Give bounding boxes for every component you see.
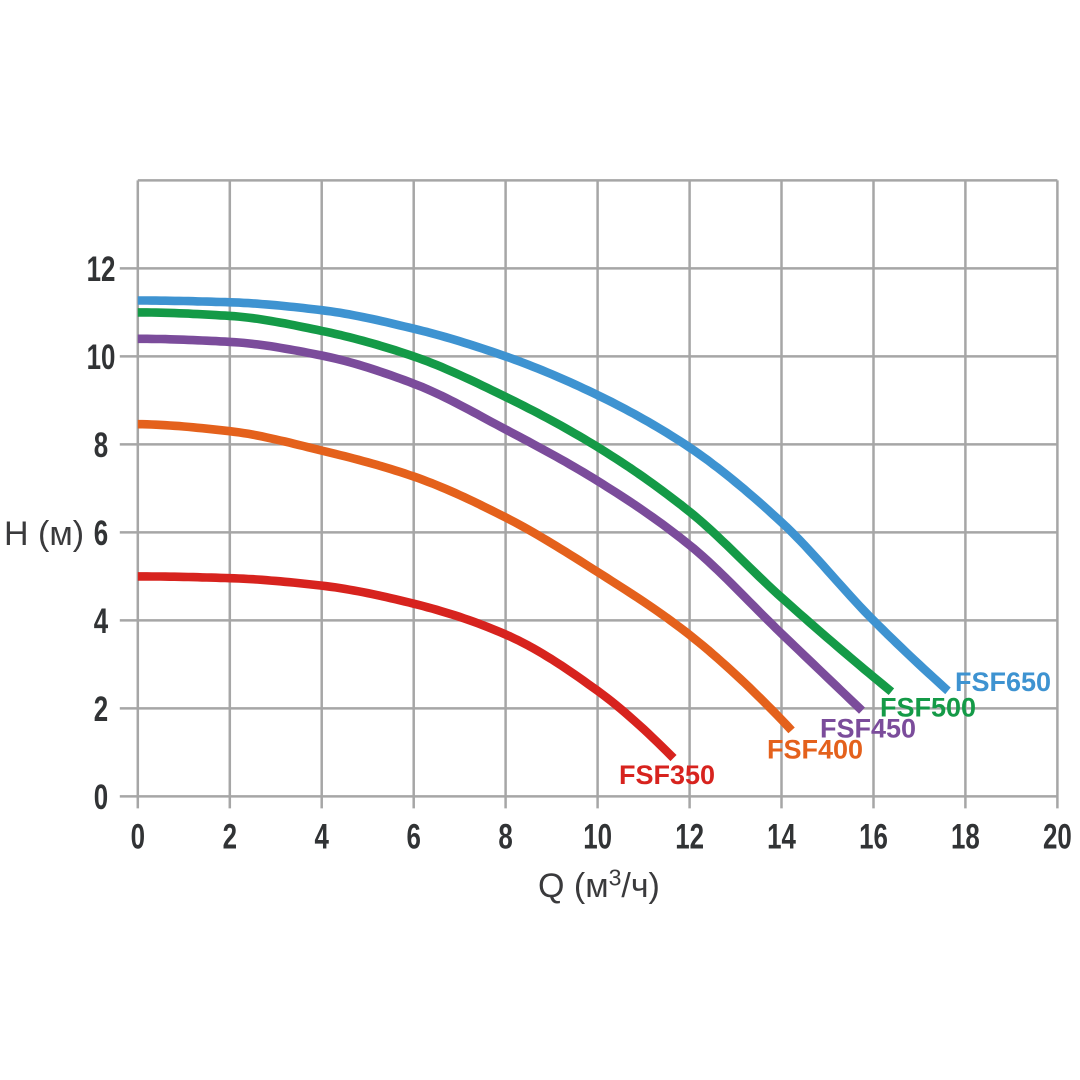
svg-text:6: 6	[94, 513, 108, 553]
svg-text:FSF450: FSF450	[820, 713, 916, 743]
svg-text:FSF500: FSF500	[880, 693, 976, 723]
svg-text:0: 0	[131, 817, 145, 857]
svg-text:FSF400: FSF400	[767, 735, 863, 765]
svg-text:12: 12	[675, 817, 704, 857]
svg-text:FSF650: FSF650	[955, 667, 1051, 697]
svg-text:16: 16	[859, 817, 888, 857]
svg-text:2: 2	[223, 817, 237, 857]
svg-text:H (м): H (м)	[4, 515, 84, 553]
svg-text:0: 0	[94, 777, 108, 817]
svg-text:12: 12	[87, 249, 116, 289]
svg-text:4: 4	[94, 601, 108, 641]
svg-text:20: 20	[1043, 817, 1072, 857]
svg-text:4: 4	[314, 817, 328, 857]
svg-text:10: 10	[87, 337, 116, 377]
svg-text:8: 8	[94, 425, 108, 465]
svg-text:6: 6	[406, 817, 420, 857]
svg-text:14: 14	[767, 817, 796, 857]
svg-text:Q (м3/ч): Q (м3/ч)	[538, 865, 660, 906]
svg-text:18: 18	[951, 817, 980, 857]
svg-text:10: 10	[583, 817, 612, 857]
svg-text:8: 8	[498, 817, 512, 857]
svg-text:2: 2	[94, 689, 108, 729]
svg-text:FSF350: FSF350	[619, 760, 715, 790]
